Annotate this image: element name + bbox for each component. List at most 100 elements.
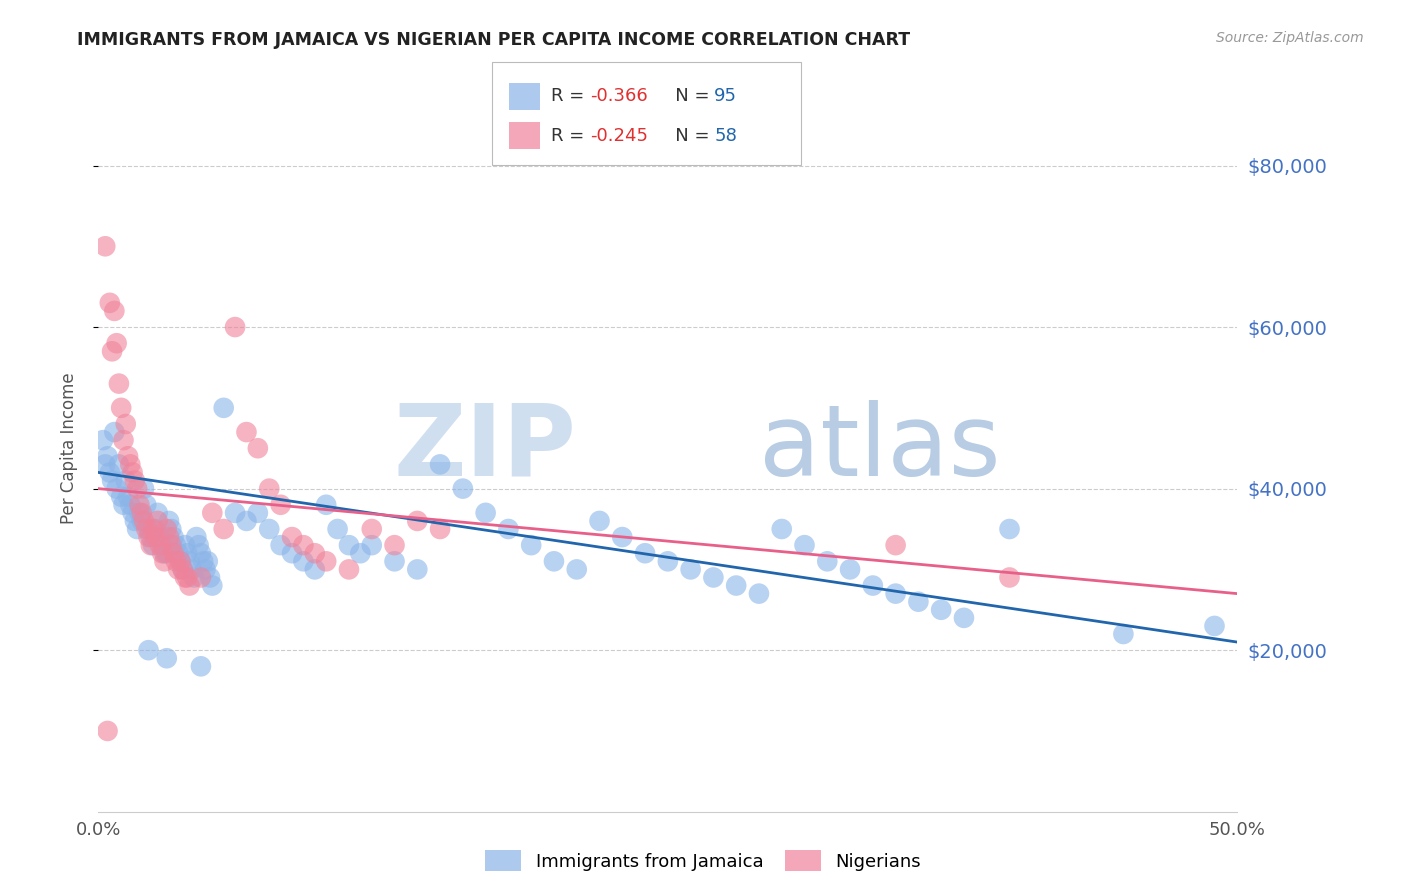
Point: [246, 441, 269, 455]
Point: [114, 474, 136, 488]
Point: [94, 239, 117, 253]
Point: [907, 595, 929, 609]
Point: [1112, 627, 1135, 641]
Point: [612, 530, 634, 544]
Point: [96, 450, 118, 464]
Point: [124, 474, 146, 488]
Point: [142, 522, 165, 536]
Point: [194, 562, 217, 576]
Point: [172, 562, 194, 576]
Point: [201, 506, 224, 520]
Text: 95: 95: [714, 87, 737, 105]
Point: [131, 514, 153, 528]
Point: [128, 506, 150, 520]
Point: [657, 554, 679, 568]
Point: [101, 344, 124, 359]
Point: [748, 587, 770, 601]
Point: [998, 522, 1021, 536]
Point: [360, 522, 382, 536]
Point: [165, 554, 187, 568]
Point: [160, 522, 183, 536]
Point: [112, 433, 135, 447]
Point: [172, 562, 194, 576]
Point: [839, 562, 862, 576]
Point: [304, 562, 326, 576]
Point: [1204, 619, 1226, 633]
Text: 58: 58: [714, 127, 737, 145]
Point: [153, 546, 176, 560]
Point: [127, 482, 149, 496]
Point: [156, 522, 179, 536]
Point: [103, 425, 125, 439]
Point: [110, 490, 132, 504]
Y-axis label: Per Capita Income: Per Capita Income: [59, 373, 77, 524]
Text: -0.366: -0.366: [591, 87, 648, 105]
Point: [929, 603, 952, 617]
Point: [91, 433, 114, 447]
Point: [135, 522, 157, 536]
Point: [121, 506, 143, 520]
Point: [138, 643, 160, 657]
Point: [815, 554, 838, 568]
Point: [270, 498, 292, 512]
Point: [224, 506, 246, 520]
Point: [281, 546, 304, 560]
Point: [793, 538, 815, 552]
Legend: Immigrants from Jamaica, Nigerians: Immigrants from Jamaica, Nigerians: [478, 843, 928, 879]
Point: [162, 546, 184, 560]
Point: [304, 546, 326, 560]
Point: [153, 554, 176, 568]
Point: [384, 554, 406, 568]
Point: [315, 498, 337, 512]
Point: [157, 530, 180, 544]
Point: [315, 554, 337, 568]
Point: [520, 538, 543, 552]
Point: [150, 546, 173, 560]
Point: [259, 522, 281, 536]
Text: atlas: atlas: [759, 400, 1001, 497]
Text: IMMIGRANTS FROM JAMAICA VS NIGERIAN PER CAPITA INCOME CORRELATION CHART: IMMIGRANTS FROM JAMAICA VS NIGERIAN PER …: [77, 31, 911, 49]
Point: [281, 530, 304, 544]
Point: [179, 578, 201, 592]
Point: [498, 522, 520, 536]
Text: N =: N =: [658, 87, 716, 105]
Point: [406, 514, 429, 528]
Point: [702, 570, 724, 584]
Point: [725, 578, 748, 592]
Point: [127, 522, 149, 536]
Point: [117, 490, 139, 504]
Point: [406, 562, 429, 576]
Point: [862, 578, 884, 592]
Point: [117, 450, 139, 464]
Point: [259, 482, 281, 496]
Point: [190, 659, 212, 673]
Point: [360, 538, 382, 552]
Point: [174, 570, 197, 584]
Point: [953, 611, 976, 625]
Point: [103, 304, 125, 318]
Point: [132, 482, 155, 496]
Point: [179, 554, 201, 568]
Point: [94, 458, 117, 472]
Point: [160, 538, 183, 552]
Point: [145, 522, 167, 536]
Point: [212, 522, 235, 536]
Point: [162, 530, 184, 544]
Point: [565, 562, 588, 576]
Point: [138, 522, 160, 536]
Point: [108, 458, 131, 472]
Point: [337, 562, 360, 576]
Point: [146, 506, 169, 520]
Point: [176, 546, 198, 560]
Point: [101, 474, 124, 488]
Point: [998, 570, 1021, 584]
Point: [190, 546, 212, 560]
Point: [429, 522, 451, 536]
Point: [186, 530, 208, 544]
Point: [146, 514, 169, 528]
Point: [145, 530, 167, 544]
Point: [212, 401, 235, 415]
Point: [235, 425, 257, 439]
Point: [169, 554, 191, 568]
Point: [384, 538, 406, 552]
